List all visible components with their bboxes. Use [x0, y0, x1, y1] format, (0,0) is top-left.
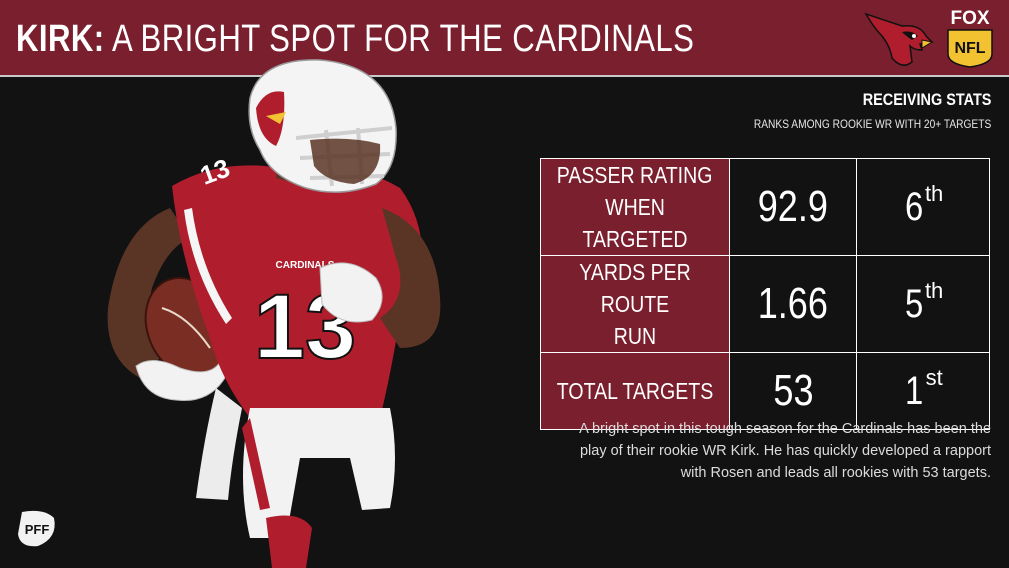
pff-text: PFF [25, 522, 50, 537]
pff-logo-icon: PFF [18, 510, 55, 547]
stat-value: 92.9 [729, 158, 857, 256]
stat-value-text: 53 [772, 366, 814, 415]
stats-table: PASSER RATING WHEN TARGETED 92.9 6th YAR… [540, 158, 990, 430]
jersey-team: CARDINALS [276, 260, 335, 271]
nfl-text: NFL [954, 40, 985, 57]
player-illustration: 13 CARDINALS 13 [107, 59, 441, 568]
description-text: A bright spot in this tough season for t… [579, 421, 991, 481]
page-title: KIRK: A BRIGHT SPOT FOR THE CARDINALS [16, 14, 694, 64]
table-row: TOTAL TARGETS 53 1st [540, 352, 990, 430]
stat-rank: 1st [856, 352, 990, 430]
rank-number: 5 [904, 281, 923, 326]
rank-number: 6 [904, 184, 923, 229]
table-row: YARDS PER ROUTE RUN 1.66 5th [540, 255, 990, 353]
stat-label-line2: WHEN TARGETED [582, 194, 688, 252]
cardinals-logo-icon [864, 12, 934, 66]
stat-value: 53 [729, 352, 857, 430]
fox-text: FOX [950, 8, 989, 29]
rank-suffix: th [924, 277, 944, 303]
table-row: PASSER RATING WHEN TARGETED 92.9 6th [540, 158, 990, 256]
rank-suffix: st [925, 364, 943, 390]
stat-label-line1: YARDS PER ROUTE [579, 259, 691, 317]
stat-rank: 6th [856, 158, 990, 256]
stat-label: YARDS PER ROUTE RUN [540, 255, 730, 353]
stat-value: 1.66 [729, 255, 857, 353]
fox-nfl-logo-icon: FOX NFL [947, 8, 993, 68]
stat-label-line1: PASSER RATING [557, 162, 713, 188]
stat-label-line2: RUN [613, 323, 657, 349]
section-title: RECEIVING STATS [862, 90, 991, 109]
section-subtitle: RANKS AMONG ROOKIE WR WITH 20+ TARGETS [753, 117, 991, 131]
stat-value-text: 92.9 [757, 182, 829, 231]
stat-rank: 5th [856, 255, 990, 353]
stat-label: PASSER RATING WHEN TARGETED [540, 158, 730, 256]
stat-label: TOTAL TARGETS [540, 352, 730, 430]
title-text: A BRIGHT SPOT FOR THE CARDINALS [111, 18, 695, 60]
stat-label-line1: TOTAL TARGETS [556, 378, 714, 404]
title-keyword: KIRK: [16, 18, 105, 60]
rank-number: 1 [905, 368, 924, 413]
rank-suffix: th [924, 180, 944, 206]
stat-value-text: 1.66 [757, 279, 829, 328]
header-bar: KIRK: A BRIGHT SPOT FOR THE CARDINALS FO… [0, 0, 1009, 77]
